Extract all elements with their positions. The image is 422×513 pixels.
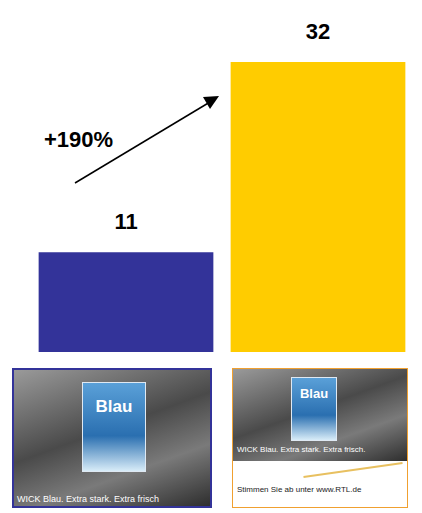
html-text:WICK Blau. Extra stark. Extra: WICK Blau. Extra stark. Extra frisch [17, 494, 159, 504]
svg-text:11: 11 [114, 209, 137, 234]
html-text:Stimmen Sie ab unter www.RTL.d: Stimmen Sie ab unter www.RTL.de [237, 485, 362, 494]
html-text:WICK Blau. Extra stark. Extra: WICK Blau. Extra stark. Extra frisch. [237, 445, 366, 454]
svg-text:+190%: +190% [44, 127, 113, 152]
svg-text:32: 32 [306, 19, 330, 44]
html-text:Blau: Blau [95, 397, 133, 416]
html-text:Blau: Blau [299, 386, 329, 401]
